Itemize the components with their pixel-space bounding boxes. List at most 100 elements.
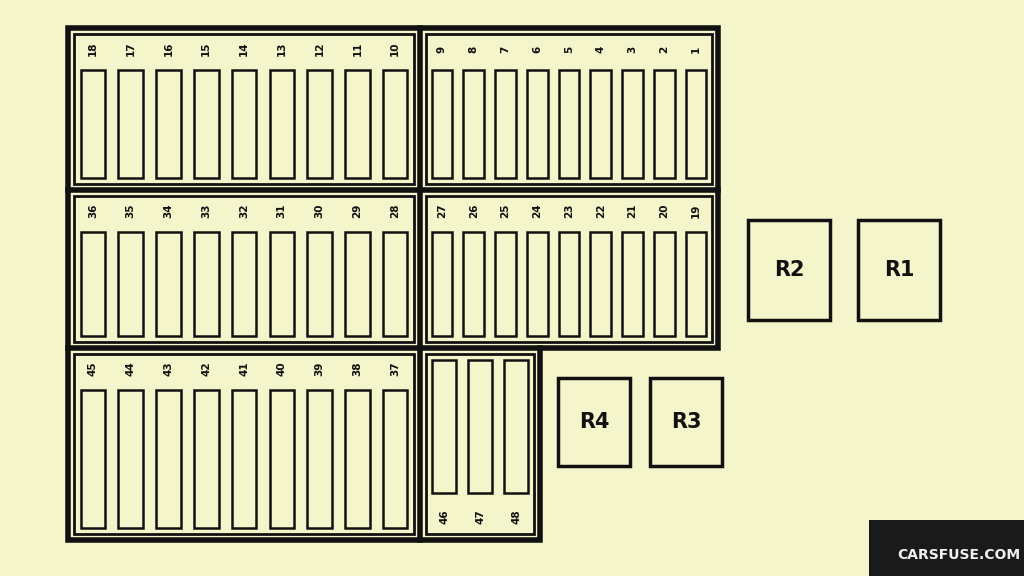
Bar — [527, 70, 548, 178]
Text: R3: R3 — [671, 412, 701, 432]
Bar — [496, 70, 516, 178]
Bar — [431, 232, 453, 336]
Bar — [269, 390, 294, 528]
Text: 30: 30 — [314, 204, 325, 218]
Text: R1: R1 — [884, 260, 914, 280]
Bar — [345, 232, 370, 336]
Bar — [383, 232, 408, 336]
Text: 14: 14 — [239, 41, 249, 56]
Text: 16: 16 — [164, 41, 173, 56]
Bar — [431, 70, 453, 178]
Text: 7: 7 — [501, 46, 510, 52]
Bar — [119, 70, 143, 178]
Bar — [623, 70, 643, 178]
Bar — [194, 70, 218, 178]
Bar — [269, 232, 294, 336]
Bar — [591, 70, 611, 178]
Bar — [558, 378, 630, 466]
Bar — [307, 390, 332, 528]
Bar — [426, 196, 712, 342]
Bar — [194, 390, 218, 528]
Bar — [591, 232, 611, 336]
Bar — [231, 390, 256, 528]
Bar — [383, 70, 408, 178]
Text: 4: 4 — [596, 46, 606, 52]
Text: 10: 10 — [390, 41, 400, 56]
Text: 27: 27 — [437, 204, 446, 218]
Text: 37: 37 — [390, 362, 400, 376]
Text: 24: 24 — [532, 204, 543, 218]
Bar — [74, 196, 414, 342]
Text: 31: 31 — [276, 204, 287, 218]
Bar — [559, 70, 580, 178]
Bar — [504, 360, 527, 493]
Text: 12: 12 — [314, 41, 325, 56]
Bar — [307, 232, 332, 336]
Text: 33: 33 — [202, 204, 211, 218]
Text: 8: 8 — [469, 46, 478, 52]
Text: 2: 2 — [659, 46, 670, 52]
Bar — [426, 354, 534, 534]
Polygon shape — [68, 28, 718, 540]
Text: 28: 28 — [390, 204, 400, 218]
Text: 1: 1 — [691, 46, 701, 52]
Bar — [748, 220, 830, 320]
Text: 45: 45 — [88, 362, 98, 376]
Bar — [559, 232, 580, 336]
Text: 13: 13 — [276, 41, 287, 56]
Bar — [157, 232, 180, 336]
Text: 40: 40 — [276, 362, 287, 376]
Bar — [468, 360, 492, 493]
Text: 22: 22 — [596, 204, 606, 218]
Text: 9: 9 — [437, 46, 446, 52]
Bar — [231, 232, 256, 336]
Text: 23: 23 — [564, 204, 574, 218]
Bar — [81, 232, 105, 336]
Text: 21: 21 — [628, 204, 638, 218]
Bar — [119, 390, 143, 528]
Bar — [383, 390, 408, 528]
Text: 38: 38 — [352, 362, 362, 376]
Bar — [527, 232, 548, 336]
Text: R4: R4 — [579, 412, 609, 432]
Text: 3: 3 — [628, 46, 638, 52]
Bar — [623, 232, 643, 336]
Bar — [74, 354, 414, 534]
Bar — [157, 70, 180, 178]
Text: 32: 32 — [239, 204, 249, 218]
Text: 20: 20 — [659, 204, 670, 218]
Bar — [119, 232, 143, 336]
Text: 47: 47 — [475, 509, 485, 524]
Text: 44: 44 — [126, 362, 135, 376]
Bar — [345, 390, 370, 528]
Text: 18: 18 — [88, 41, 98, 56]
Bar — [157, 390, 180, 528]
Text: 6: 6 — [532, 46, 543, 52]
Bar — [650, 378, 722, 466]
Text: 19: 19 — [691, 204, 701, 218]
Text: 41: 41 — [239, 362, 249, 376]
Text: 46: 46 — [439, 509, 449, 524]
Bar — [496, 232, 516, 336]
Bar — [463, 70, 484, 178]
Text: 5: 5 — [564, 46, 574, 52]
Bar — [686, 232, 707, 336]
Bar — [858, 220, 940, 320]
Text: 15: 15 — [202, 41, 211, 56]
Bar — [194, 232, 218, 336]
Bar — [307, 70, 332, 178]
Bar — [74, 34, 414, 184]
Bar — [426, 34, 712, 184]
Text: 36: 36 — [88, 204, 98, 218]
Bar — [345, 70, 370, 178]
Text: 11: 11 — [352, 41, 362, 56]
Text: 42: 42 — [202, 362, 211, 376]
Text: 34: 34 — [164, 204, 173, 218]
Text: 39: 39 — [314, 362, 325, 376]
Text: 35: 35 — [126, 204, 135, 218]
Bar — [654, 232, 675, 336]
Text: 29: 29 — [352, 204, 362, 218]
Bar — [269, 70, 294, 178]
Bar — [81, 70, 105, 178]
Text: CARSFUSE.COM: CARSFUSE.COM — [897, 548, 1020, 562]
